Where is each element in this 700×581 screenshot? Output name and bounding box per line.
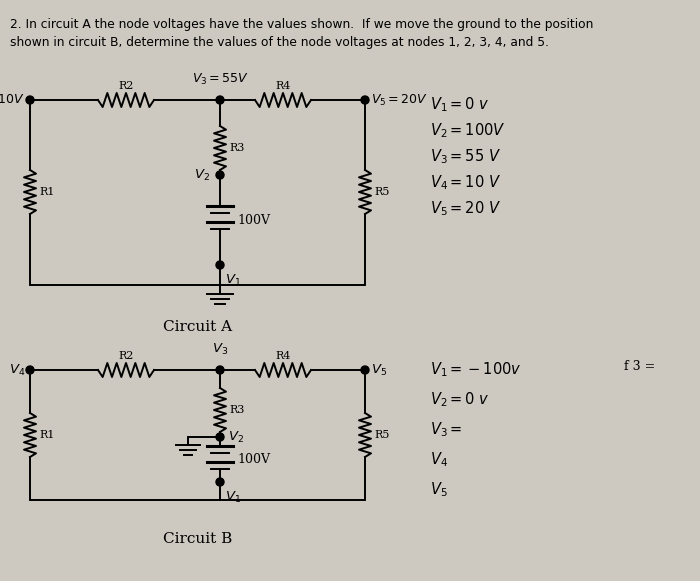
Text: $V_3 = 55\ V$: $V_3 = 55\ V$ — [430, 147, 501, 166]
Text: $V_4 = 10V$: $V_4 = 10V$ — [0, 92, 25, 107]
Text: Circuit A: Circuit A — [163, 320, 232, 334]
Text: R4: R4 — [275, 351, 290, 361]
Text: R4: R4 — [275, 81, 290, 91]
Text: f 3 =: f 3 = — [624, 360, 656, 373]
Text: R1: R1 — [39, 187, 55, 197]
Text: 100V: 100V — [237, 213, 270, 227]
Text: 100V: 100V — [237, 453, 270, 466]
Circle shape — [216, 366, 224, 374]
Text: R1: R1 — [39, 430, 55, 440]
Text: $V_5$: $V_5$ — [430, 480, 447, 498]
Text: R5: R5 — [374, 187, 389, 197]
Text: $V_3$: $V_3$ — [212, 342, 228, 357]
Text: R3: R3 — [229, 143, 244, 153]
Text: $V_4$: $V_4$ — [430, 450, 448, 469]
Circle shape — [26, 96, 34, 104]
Circle shape — [216, 171, 224, 179]
Text: shown in circuit B, determine the values of the node voltages at nodes 1, 2, 3, : shown in circuit B, determine the values… — [10, 36, 549, 49]
Text: $V_3 =$: $V_3 =$ — [430, 420, 463, 439]
Circle shape — [216, 96, 224, 104]
Circle shape — [26, 366, 34, 374]
Text: 2. In circuit A the node voltages have the values shown.  If we move the ground : 2. In circuit A the node voltages have t… — [10, 18, 594, 31]
Circle shape — [216, 433, 224, 441]
Circle shape — [216, 478, 224, 486]
Text: R5: R5 — [374, 430, 389, 440]
Text: $V_2 = 100V$: $V_2 = 100V$ — [430, 121, 505, 139]
Text: R2: R2 — [118, 81, 134, 91]
Text: $V_5 = 20\ V$: $V_5 = 20\ V$ — [430, 199, 501, 218]
Text: $V_4 = 10\ V$: $V_4 = 10\ V$ — [430, 173, 501, 192]
Text: $V_3 = 55V$: $V_3 = 55V$ — [192, 72, 248, 87]
Text: $V_1 = 0\ v$: $V_1 = 0\ v$ — [430, 95, 490, 114]
Text: $V_1$: $V_1$ — [225, 490, 241, 505]
Text: Circuit B: Circuit B — [163, 532, 232, 546]
Text: $V_5$: $V_5$ — [371, 363, 387, 378]
Circle shape — [361, 96, 369, 104]
Circle shape — [361, 366, 369, 374]
Circle shape — [216, 261, 224, 269]
Text: $V_5 = 20V$: $V_5 = 20V$ — [371, 92, 428, 107]
Text: $V_4$: $V_4$ — [8, 363, 25, 378]
Text: R3: R3 — [229, 405, 244, 415]
Text: $V_2$: $V_2$ — [194, 167, 210, 182]
Text: $V_2$: $V_2$ — [228, 429, 244, 444]
Text: R2: R2 — [118, 351, 134, 361]
Text: $V_1 = -100v$: $V_1 = -100v$ — [430, 360, 522, 379]
Text: $V_1$: $V_1$ — [225, 273, 241, 288]
Text: $V_2 = 0\ v$: $V_2 = 0\ v$ — [430, 390, 490, 408]
